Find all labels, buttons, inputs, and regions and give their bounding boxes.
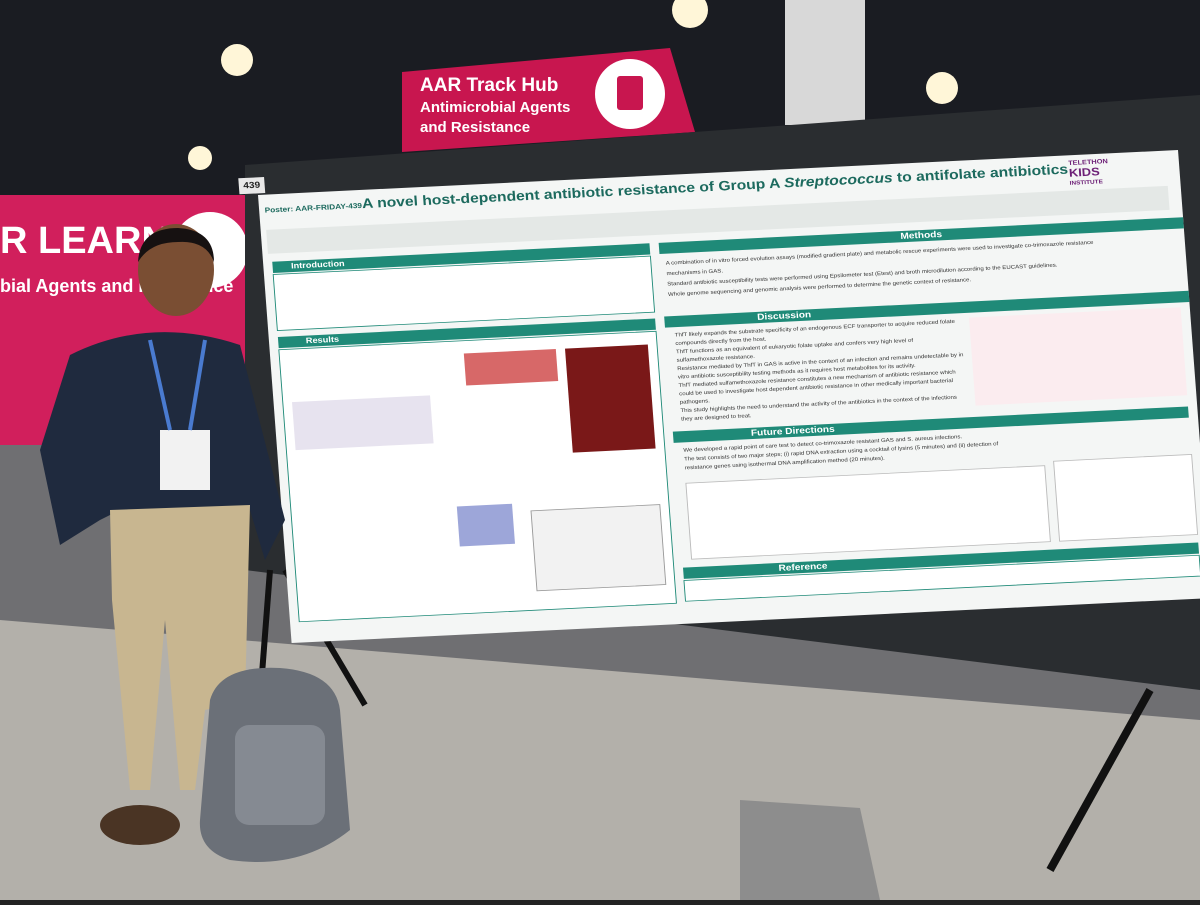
ceiling-light [221, 44, 253, 76]
sign-icon-bottle [617, 76, 643, 110]
discussion-text: ThfT likely expands the substrate specif… [675, 319, 964, 422]
section-heading: Reference [778, 561, 828, 574]
logo-text: KIDS [1068, 165, 1100, 179]
logo-text: INSTITUTE [1070, 180, 1104, 187]
floor-grate [740, 800, 880, 900]
track-sign: AAR Track Hub Antimicrobial Agents and R… [402, 48, 695, 152]
lanyard [148, 339, 172, 431]
body-line: they are designed to treat. [681, 413, 752, 422]
section-heading: Future Directions [751, 424, 836, 438]
section-header [658, 217, 1184, 255]
section-heading: Discussion [757, 310, 812, 323]
section-heading: Methods [900, 230, 942, 242]
intro-body [272, 255, 656, 331]
ceiling-light [926, 72, 958, 104]
sign-line: Antimicrobial Agents [420, 99, 570, 116]
section-header [683, 542, 1200, 579]
results-heatmap [456, 503, 516, 547]
future-graph [1053, 454, 1199, 542]
poster-number-box [238, 177, 266, 195]
section-heading: Results [306, 334, 340, 345]
body-line: mechanisms in GAS. [666, 269, 723, 277]
ceiling-light [188, 146, 212, 170]
sign-line: and Resistance [420, 119, 530, 136]
poster-number: 439 [243, 180, 261, 191]
backpack [199, 667, 350, 862]
discussion-figure [968, 307, 1188, 406]
person [40, 224, 285, 845]
ceiling-light [672, 0, 708, 28]
shoe [100, 805, 180, 845]
logo-text: TELETHON [1068, 159, 1108, 167]
head [138, 224, 214, 316]
hair [138, 228, 214, 262]
results-bar-figure [530, 504, 667, 592]
section-header [672, 406, 1189, 443]
pillar [785, 0, 865, 125]
backpack-pocket [235, 725, 325, 825]
title-italic: Streptococcus [784, 171, 894, 191]
sign-title: AAR Track Hub [420, 75, 558, 96]
section-heading: Introduction [291, 259, 345, 271]
authors-block [266, 185, 1170, 254]
section-header [272, 243, 651, 273]
results-figure [463, 349, 559, 386]
future-figure [685, 465, 1051, 560]
body-line: sulfamethoxazole resistance. [677, 354, 756, 363]
name-badge [160, 430, 210, 490]
results-figure [292, 395, 434, 451]
body-line: pathogens. [680, 399, 711, 406]
trousers [110, 505, 250, 790]
body-line: compounds directly from the host. [675, 337, 767, 347]
section-header [664, 290, 1190, 328]
results-figure-plates [565, 344, 656, 453]
poster: 439 Poster: AAR-FRIDAY-439 A novel host-… [238, 149, 1200, 644]
easel-leg [1046, 688, 1154, 872]
section-header [277, 318, 656, 349]
lanyard [188, 339, 207, 431]
